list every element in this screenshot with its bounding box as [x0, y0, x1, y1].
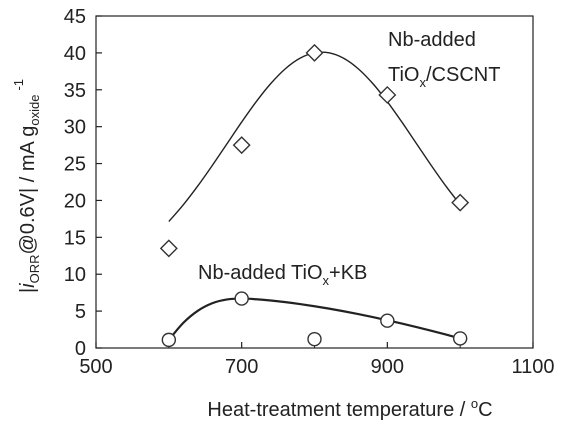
data-point-diamond: [305, 43, 324, 62]
annotation-kb-subscript: x: [323, 273, 330, 288]
data-markers: [159, 43, 470, 348]
y-tick-label: 10: [64, 264, 86, 286]
annotation-cscnt-tio: TiO: [388, 64, 419, 86]
x-axis-title-degree: o: [471, 396, 478, 411]
annotation-cscnt-subscript: x: [419, 75, 426, 90]
y-axis-title-i-subscript: ORR: [27, 254, 42, 283]
annotation-cscnt-line1: Nb-added: [388, 29, 476, 51]
annotation-kb-main: Nb-added TiO: [198, 262, 323, 284]
data-point-circle: [234, 291, 249, 306]
y-tick-label: 0: [75, 338, 86, 360]
y-axis-title: |iORR@0.6V| / mA goxide-1: [11, 79, 42, 293]
data-point-diamond: [378, 85, 397, 104]
data-point-circle: [380, 313, 395, 328]
y-tick-label: 45: [64, 6, 86, 28]
annotation-kb: Nb-added TiOx+KB: [198, 262, 367, 288]
y-tick-label: 5: [75, 301, 86, 323]
y-axis-ticks: 0 5 10 15 20 25 30 35 40 45: [64, 6, 102, 360]
x-tick-label: 1100: [511, 356, 554, 378]
y-tick-label: 20: [64, 190, 86, 212]
y-tick-label: 30: [64, 117, 86, 139]
x-axis-title-main: Heat-treatment temperature /: [207, 399, 470, 421]
y-axis-title-g-subscript: oxide: [27, 95, 42, 126]
y-axis-title-i: i: [17, 283, 39, 288]
y-tick-label: 40: [64, 43, 86, 65]
y-axis-title-bar: |: [17, 288, 39, 293]
data-point-diamond: [451, 193, 470, 212]
x-tick-label: 700: [225, 356, 258, 378]
y-tick-label: 35: [64, 80, 86, 102]
y-axis-title-mid: @0.6V| / mA g: [17, 126, 39, 255]
data-point-circle: [161, 332, 177, 348]
y-tick-label: 25: [64, 154, 86, 176]
x-tick-label: 900: [371, 356, 404, 378]
fit-curves: [167, 51, 461, 341]
data-point-diamond: [159, 239, 178, 258]
annotation-kb-rest: +KB: [329, 262, 367, 284]
y-axis-title-superscript: -1: [11, 79, 26, 91]
annotation-cscnt-line2: TiOx/CSCNT: [388, 64, 500, 90]
annotation-cscnt-rest: /CSCNT: [426, 64, 500, 86]
data-point-circle: [452, 331, 468, 346]
data-point-diamond: [232, 136, 251, 155]
x-axis-title-unit: C: [478, 399, 492, 421]
data-point-circle: [307, 331, 322, 347]
y-tick-label: 15: [64, 227, 86, 249]
fit-curve-kb: [167, 297, 461, 341]
x-axis-title: Heat-treatment temperature / oC: [207, 396, 492, 421]
x-tick-label: 500: [79, 356, 112, 378]
